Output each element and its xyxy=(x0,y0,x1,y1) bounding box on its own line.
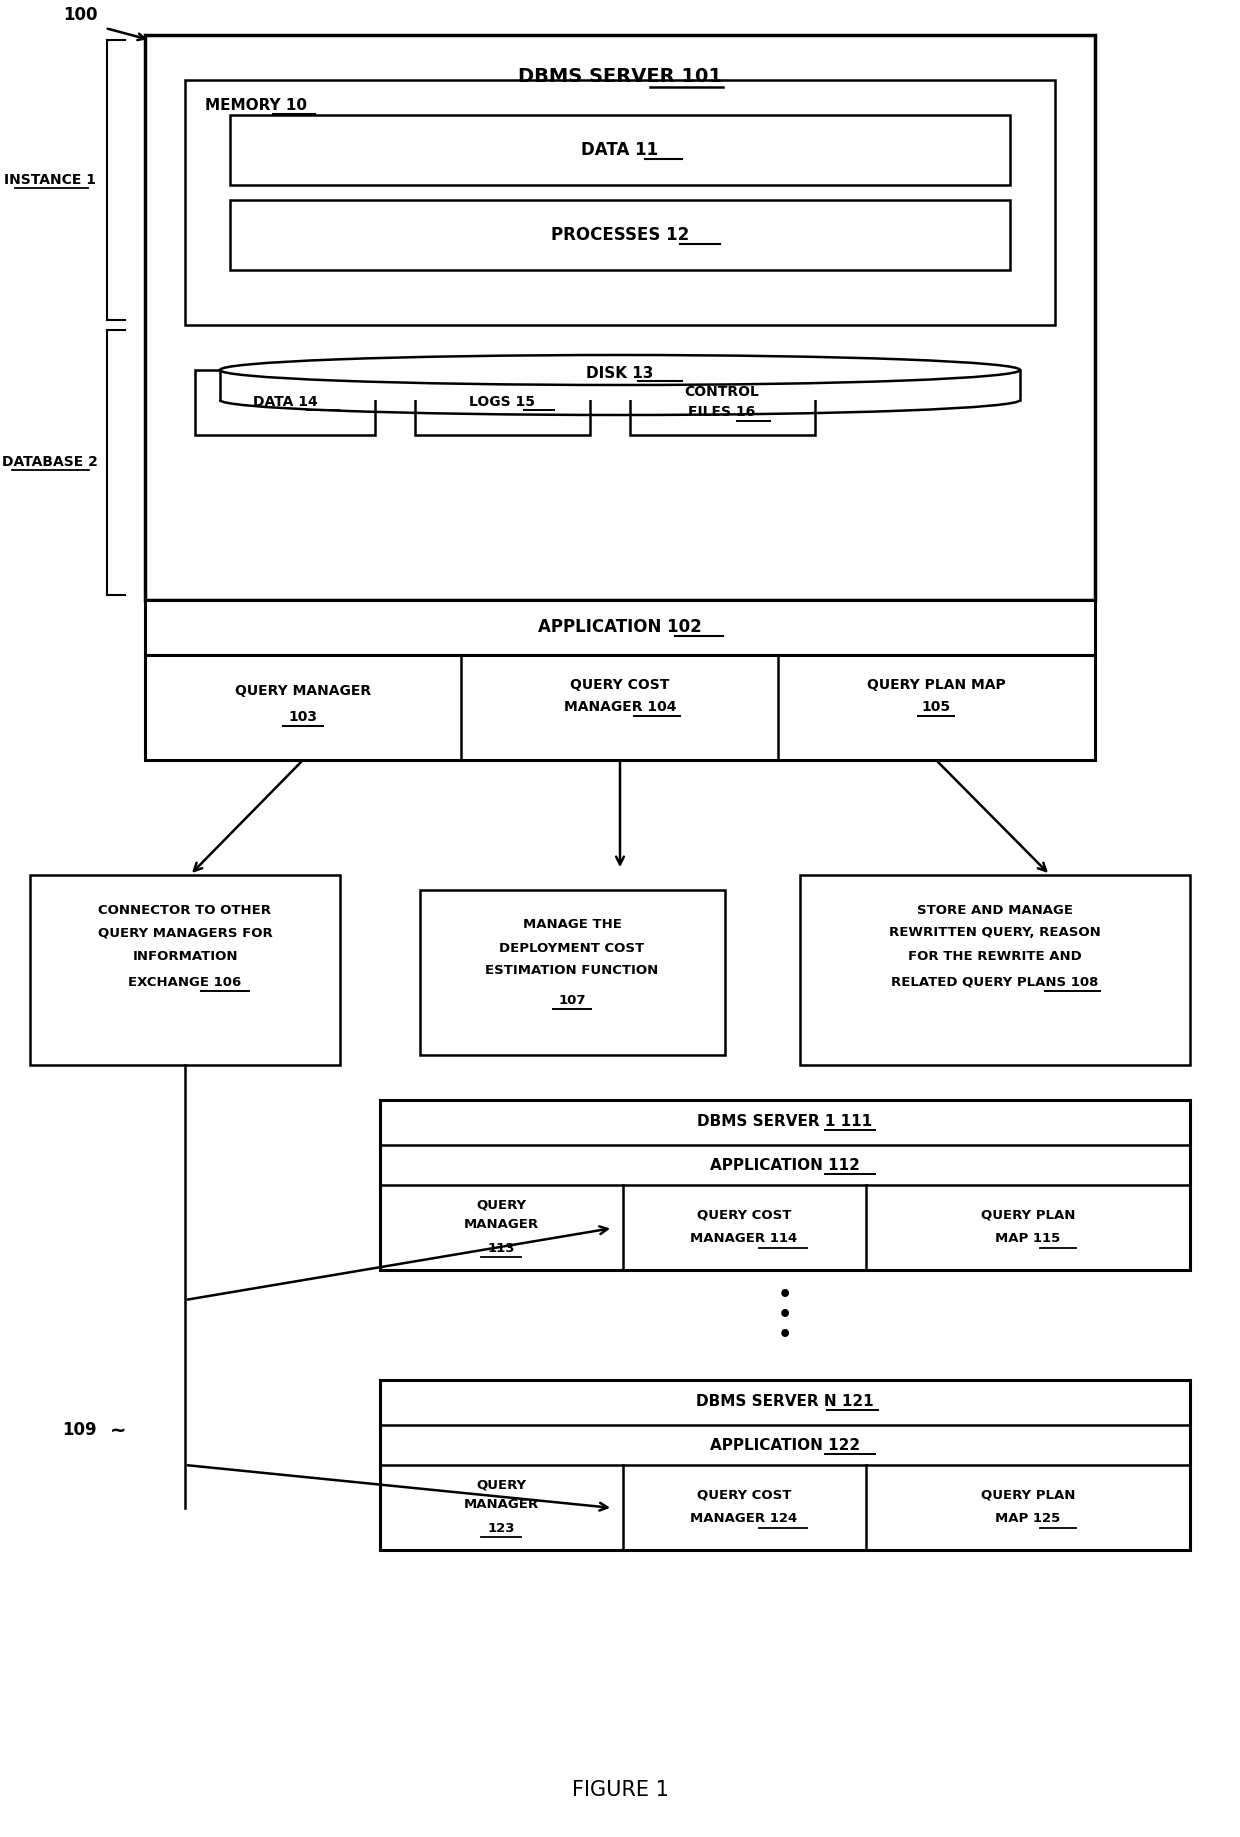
Text: 109: 109 xyxy=(63,1422,97,1438)
Bar xyxy=(420,889,725,1054)
Text: QUERY COST: QUERY COST xyxy=(697,1209,791,1222)
Text: CONTROL: CONTROL xyxy=(684,386,759,399)
Text: MANAGER 104: MANAGER 104 xyxy=(564,700,676,715)
Text: DATA 11: DATA 11 xyxy=(582,141,658,160)
Text: QUERY COST: QUERY COST xyxy=(697,1488,791,1501)
Bar xyxy=(145,601,1095,656)
Text: 105: 105 xyxy=(921,700,951,715)
Text: 123: 123 xyxy=(487,1521,515,1534)
Text: DBMS SERVER 1 111: DBMS SERVER 1 111 xyxy=(697,1115,873,1130)
Text: QUERY PLAN: QUERY PLAN xyxy=(981,1488,1075,1501)
Bar xyxy=(630,369,815,435)
Text: 100: 100 xyxy=(63,6,97,24)
Text: QUERY: QUERY xyxy=(476,1198,526,1211)
Text: MANAGER 124: MANAGER 124 xyxy=(691,1512,797,1525)
Bar xyxy=(379,1100,1190,1269)
Text: APPLICATION 102: APPLICATION 102 xyxy=(538,617,702,636)
Text: DATABASE 2: DATABASE 2 xyxy=(2,456,98,468)
Text: QUERY MANAGER: QUERY MANAGER xyxy=(234,683,371,698)
Text: 113: 113 xyxy=(487,1242,515,1255)
Bar xyxy=(229,200,1011,270)
Text: MAP 125: MAP 125 xyxy=(996,1512,1060,1525)
Text: DISK 13: DISK 13 xyxy=(587,366,653,380)
Bar xyxy=(30,874,340,1065)
Text: •: • xyxy=(777,1304,792,1324)
Text: QUERY MANAGERS FOR: QUERY MANAGERS FOR xyxy=(98,926,273,939)
Text: ESTIMATION FUNCTION: ESTIMATION FUNCTION xyxy=(485,964,658,977)
Text: 107: 107 xyxy=(558,994,585,1007)
Text: APPLICATION 122: APPLICATION 122 xyxy=(711,1438,861,1453)
Text: APPLICATION 112: APPLICATION 112 xyxy=(711,1157,859,1172)
Text: INFORMATION: INFORMATION xyxy=(133,950,238,963)
Text: EXCHANGE 106: EXCHANGE 106 xyxy=(129,975,242,988)
Text: MEMORY 10: MEMORY 10 xyxy=(205,99,308,114)
Text: 103: 103 xyxy=(289,709,317,724)
Text: DBMS SERVER 101: DBMS SERVER 101 xyxy=(518,68,722,86)
Text: ~: ~ xyxy=(110,1420,126,1440)
Bar xyxy=(145,656,1095,761)
Text: •: • xyxy=(777,1324,792,1345)
Text: MANAGER: MANAGER xyxy=(464,1499,538,1512)
Text: MANAGE THE: MANAGE THE xyxy=(522,918,621,931)
Text: INSTANCE 1: INSTANCE 1 xyxy=(4,173,95,187)
Text: MAP 115: MAP 115 xyxy=(996,1231,1060,1244)
Text: CONNECTOR TO OTHER: CONNECTOR TO OTHER xyxy=(98,904,272,917)
Text: LOGS 15: LOGS 15 xyxy=(469,395,534,410)
Bar xyxy=(800,874,1190,1065)
Bar xyxy=(219,369,1021,400)
Ellipse shape xyxy=(219,355,1021,386)
Text: DBMS SERVER N 121: DBMS SERVER N 121 xyxy=(696,1394,874,1409)
Text: RELATED QUERY PLANS 108: RELATED QUERY PLANS 108 xyxy=(892,975,1099,988)
Text: PROCESSES 12: PROCESSES 12 xyxy=(551,226,689,244)
Text: MANAGER 114: MANAGER 114 xyxy=(691,1231,797,1244)
Text: QUERY COST: QUERY COST xyxy=(570,678,670,693)
Text: QUERY: QUERY xyxy=(476,1479,526,1492)
Bar xyxy=(185,81,1055,325)
Text: MANAGER: MANAGER xyxy=(464,1218,538,1231)
Bar xyxy=(229,116,1011,186)
Text: QUERY PLAN: QUERY PLAN xyxy=(981,1209,1075,1222)
Text: QUERY PLAN MAP: QUERY PLAN MAP xyxy=(867,678,1006,693)
Text: DATA 14: DATA 14 xyxy=(253,395,317,410)
Text: FOR THE REWRITE AND: FOR THE REWRITE AND xyxy=(908,950,1081,963)
Bar xyxy=(379,1380,1190,1550)
Bar xyxy=(195,369,374,435)
Text: •: • xyxy=(777,1286,792,1304)
Bar xyxy=(145,35,1095,601)
Text: STORE AND MANAGE: STORE AND MANAGE xyxy=(918,904,1073,917)
Bar xyxy=(415,369,590,435)
Text: FIGURE 1: FIGURE 1 xyxy=(572,1780,668,1800)
Text: REWRITTEN QUERY, REASON: REWRITTEN QUERY, REASON xyxy=(889,926,1101,939)
Text: DEPLOYMENT COST: DEPLOYMENT COST xyxy=(500,942,645,955)
Text: FILES 16: FILES 16 xyxy=(688,404,755,419)
